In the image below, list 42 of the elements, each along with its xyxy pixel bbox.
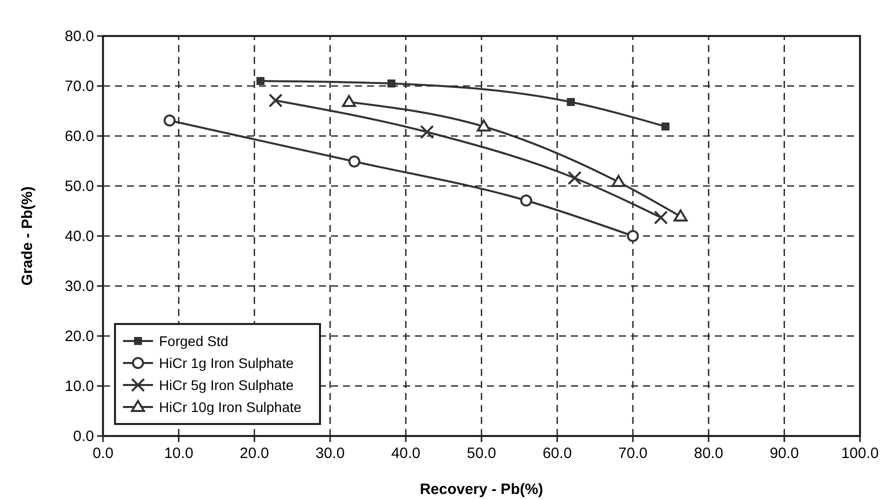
point — [654, 210, 668, 224]
point — [164, 114, 176, 126]
point — [568, 171, 582, 185]
x-tick-label: 30.0 — [316, 445, 345, 462]
point — [268, 94, 283, 108]
y-tick-label: 10.0 — [64, 378, 94, 395]
y-tick-label: 30.0 — [64, 278, 94, 295]
point — [661, 122, 670, 130]
x-tick-label: 60.0 — [542, 445, 572, 462]
x-tick-label: 0.0 — [92, 445, 114, 462]
x-tick-label: 80.0 — [694, 445, 724, 462]
legend-label: Forged Std — [159, 333, 228, 349]
point — [566, 98, 575, 106]
point — [256, 77, 264, 85]
point — [348, 156, 360, 168]
legend-label: HiCr 1g Iron Sulphate — [159, 355, 294, 371]
legend-label: HiCr 5g Iron Sulphate — [159, 377, 294, 393]
x-tick-label: 70.0 — [618, 445, 648, 462]
legend-label: HiCr 10g Iron Sulphate — [159, 399, 302, 415]
y-tick-label: 20.0 — [64, 328, 94, 345]
x-tick-label: 20.0 — [240, 445, 269, 462]
point — [626, 230, 639, 242]
y-tick-label: 40.0 — [64, 228, 94, 245]
y-tick-label: 0.0 — [73, 428, 94, 445]
y-tick-label: 50.0 — [64, 178, 94, 195]
y-tick-label: 60.0 — [64, 128, 94, 145]
point — [420, 125, 434, 139]
x-tick-label: 90.0 — [770, 445, 799, 462]
point — [674, 210, 688, 222]
y-axis-title: Grade - Pb(%) — [19, 186, 36, 286]
x-tick-label: 100.0 — [841, 445, 879, 462]
x-tick-label: 10.0 — [164, 445, 194, 462]
point — [612, 175, 626, 187]
point — [342, 95, 356, 107]
point — [476, 120, 491, 132]
y-tick-label: 70.0 — [64, 78, 94, 95]
y-tick-label: 80.0 — [64, 28, 94, 45]
point — [520, 194, 532, 206]
x-axis-title: Recovery - Pb(%) — [420, 481, 544, 498]
point — [387, 80, 396, 88]
x-tick-label: 40.0 — [391, 445, 420, 462]
x-tick-label: 50.0 — [466, 445, 496, 462]
